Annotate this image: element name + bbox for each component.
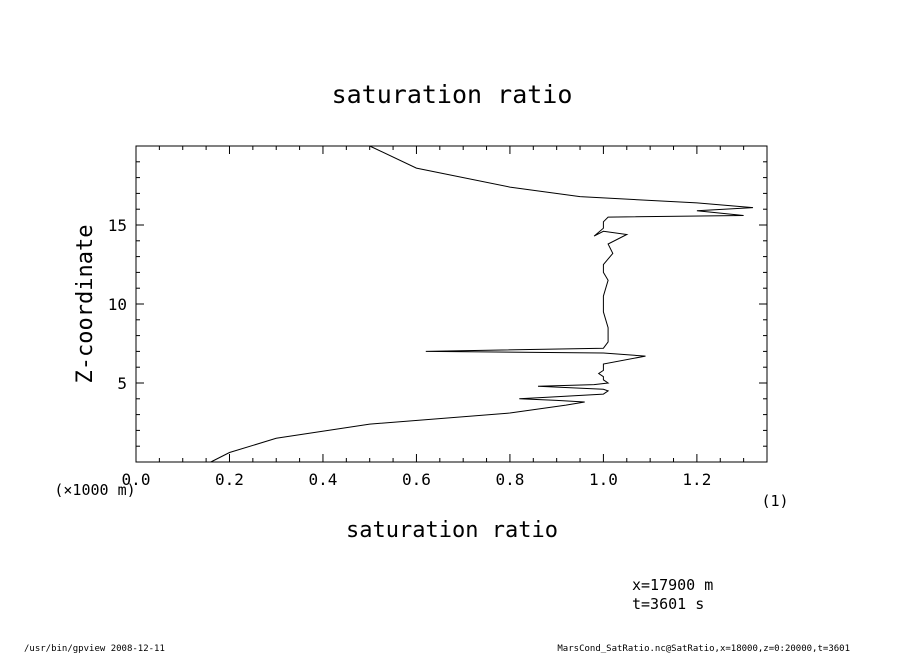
x-tick-label: 0.4 xyxy=(309,470,338,489)
y-axis-label: Z-coordinate xyxy=(73,225,98,384)
x-tick-label: 1.2 xyxy=(682,470,711,489)
x-tick-labels: 0.0 0.2 0.4 0.6 0.8 1.0 1.2 xyxy=(122,470,712,489)
chart-title: saturation ratio xyxy=(332,80,573,109)
x-axis-label: saturation ratio xyxy=(346,518,558,543)
footer-right: MarsCond_SatRatio.nc@SatRatio,x=18000,z=… xyxy=(557,644,850,654)
x-tick-label: 0.2 xyxy=(215,470,244,489)
y-tick-label: 10 xyxy=(108,295,127,314)
y-tick-label: 15 xyxy=(108,216,127,235)
x-tick-label: 0.8 xyxy=(495,470,524,489)
x-unit-note: (1) xyxy=(761,492,788,510)
footer-left: /usr/bin/gpview 2008-12-11 xyxy=(24,644,165,654)
plot-frame xyxy=(135,145,768,463)
meta-x: x=17900 m xyxy=(632,576,713,594)
series-line xyxy=(210,145,754,463)
meta-t: t=3601 s xyxy=(632,595,704,613)
x-tick-label: 0.6 xyxy=(402,470,431,489)
y-tick-labels: 5 10 15 xyxy=(108,216,127,393)
x-tick-label: 0.0 xyxy=(122,470,151,489)
y-tick-label: 5 xyxy=(117,374,127,393)
y-unit-note: (×1000 m) xyxy=(54,481,135,499)
series-group xyxy=(210,145,754,463)
x-tick-label: 1.0 xyxy=(589,470,618,489)
tick-marks xyxy=(135,145,768,462)
